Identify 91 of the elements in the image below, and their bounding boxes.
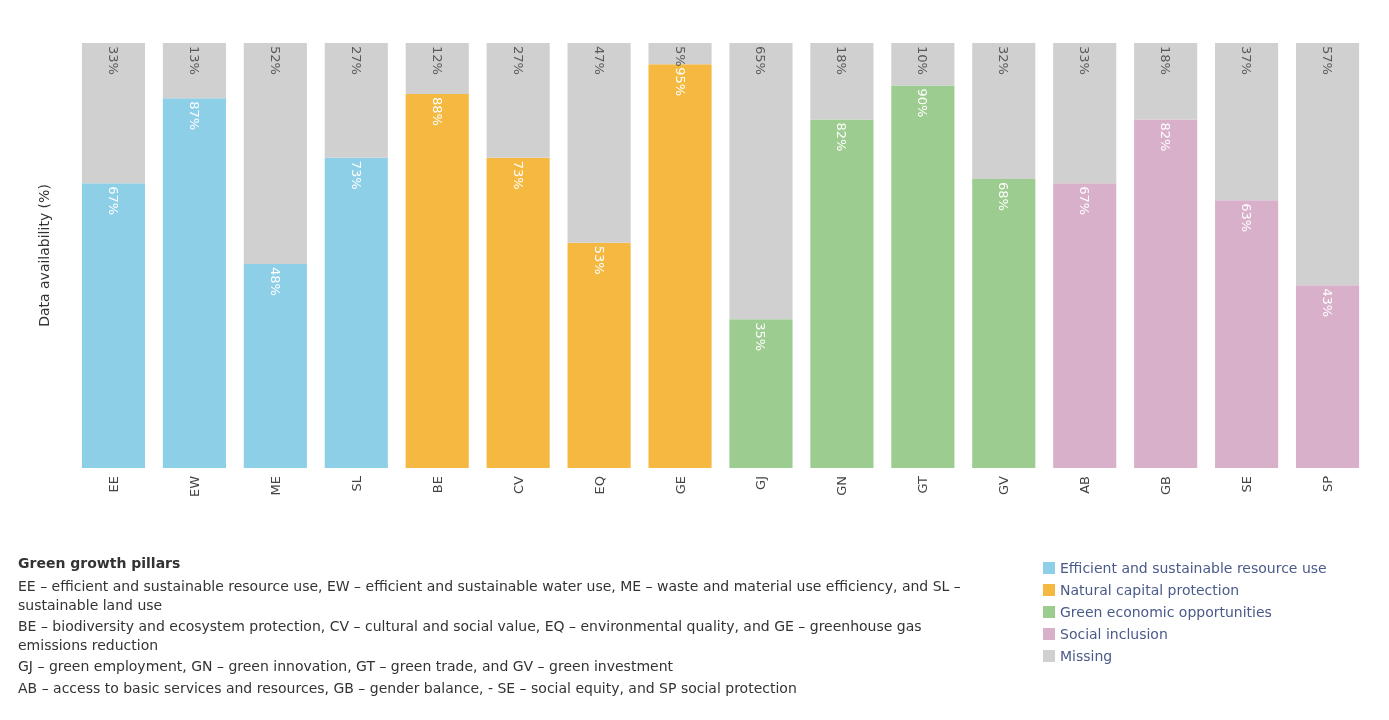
data-label: 13% xyxy=(186,46,202,75)
bar xyxy=(1053,43,1117,184)
legend-label: Social inclusion xyxy=(1060,626,1168,642)
data-label: 67% xyxy=(1077,186,1093,216)
data-label: 67% xyxy=(105,186,121,216)
x-tick-label: EE xyxy=(105,476,121,493)
data-label: 82% xyxy=(1158,122,1174,152)
bar xyxy=(81,183,146,468)
x-tick-label: ME xyxy=(267,476,283,496)
bar xyxy=(324,157,388,468)
data-label: 27% xyxy=(510,46,526,75)
data-label: 63% xyxy=(1239,203,1255,233)
data-label: 65% xyxy=(753,46,769,75)
text: AB – access to basic services and resources, GB – gender balance, - SE – social equity, and SP social protection xyxy=(18,679,797,696)
data-label: 95% xyxy=(672,67,688,97)
x-tick-label: EW xyxy=(186,475,202,498)
bar xyxy=(891,85,955,468)
bar xyxy=(243,43,307,264)
data-label: 73% xyxy=(510,160,526,190)
legend-label: Efficient and sustainable resource use xyxy=(1060,560,1327,576)
bar xyxy=(891,43,955,86)
bar xyxy=(1215,43,1279,201)
bar xyxy=(81,43,146,184)
data-label: 12% xyxy=(429,46,445,75)
data-label: 10% xyxy=(915,46,931,75)
bar xyxy=(1215,200,1279,468)
bar xyxy=(1134,43,1198,120)
x-tick-label: BE xyxy=(429,476,445,494)
data-label: 52% xyxy=(267,46,283,75)
data-label: 18% xyxy=(834,46,850,75)
legend-label: Natural capital protection xyxy=(1060,582,1240,598)
bar xyxy=(324,43,388,158)
bar xyxy=(1295,43,1360,286)
data-label: 18% xyxy=(1158,46,1174,75)
bar xyxy=(405,43,469,94)
bar xyxy=(972,179,1036,468)
data-label: 33% xyxy=(1077,46,1093,75)
bar xyxy=(648,64,712,468)
x-tick-label: CV xyxy=(510,475,526,494)
data-label: 48% xyxy=(267,267,283,296)
data-label: 33% xyxy=(105,46,121,75)
legend-label: Green economic opportunities xyxy=(1060,604,1272,620)
x-tick-label: GT xyxy=(915,475,931,494)
bar xyxy=(1295,285,1360,468)
x-tick-label: EQ xyxy=(591,476,607,495)
bar xyxy=(486,157,550,468)
bar xyxy=(810,43,874,120)
x-tick-label: SL xyxy=(348,475,364,492)
x-tick-label: GN xyxy=(834,476,850,496)
bar xyxy=(405,94,469,468)
bar xyxy=(1053,183,1117,468)
x-tick-label: GB xyxy=(1158,476,1174,495)
x-tick-label: SP xyxy=(1320,475,1336,493)
data-label: 87% xyxy=(186,101,202,131)
data-label: 35% xyxy=(753,322,769,352)
bar xyxy=(567,242,631,468)
text: BE – biodiversity and ecosystem protection, CV – cultural and social value, EQ – environmental quality, and GE – greenhouse gas emissions reduction xyxy=(18,617,927,653)
data-label: 88% xyxy=(429,97,445,126)
data-label: 5% xyxy=(672,46,688,67)
text: Green growth pillars xyxy=(18,554,181,571)
data-label: 47% xyxy=(591,46,607,75)
legend-label: Missing xyxy=(1060,648,1113,664)
bar xyxy=(486,43,550,158)
data-label: 27% xyxy=(348,46,364,75)
data-label: 82% xyxy=(834,122,850,152)
x-tick-label: GJ xyxy=(753,476,769,490)
data-label: 43% xyxy=(1320,288,1336,318)
x-tick-label: AB xyxy=(1077,476,1093,494)
data-label: 90% xyxy=(915,88,931,118)
data-label: 57% xyxy=(1320,46,1336,75)
bar xyxy=(729,43,793,320)
data-label: 68% xyxy=(996,182,1012,211)
bar xyxy=(567,43,631,243)
bar xyxy=(162,98,226,468)
bar xyxy=(1134,119,1198,468)
bar xyxy=(972,43,1036,179)
x-tick-label: GV xyxy=(996,475,1012,495)
bar xyxy=(729,319,793,468)
bar xyxy=(162,43,226,99)
text: GJ – green employment, GN – green innovation, GT – green trade, and GV – green investment xyxy=(18,657,674,674)
text: EE – efficient and sustainable resource use, EW – efficient and sustainable water use, ME – waste and material use efficiency, and SL – sustainable land use xyxy=(18,577,966,613)
y-axis-title: Data availability (%) xyxy=(36,184,52,327)
data-label: 37% xyxy=(1239,46,1255,75)
data-label: 32% xyxy=(996,46,1012,75)
x-tick-label: SE xyxy=(1239,476,1255,493)
bar xyxy=(810,119,874,468)
data-label: 73% xyxy=(348,160,364,190)
data-label: 53% xyxy=(591,245,607,275)
bar xyxy=(648,43,712,65)
x-tick-label: GE xyxy=(672,476,688,495)
bar xyxy=(243,264,307,468)
